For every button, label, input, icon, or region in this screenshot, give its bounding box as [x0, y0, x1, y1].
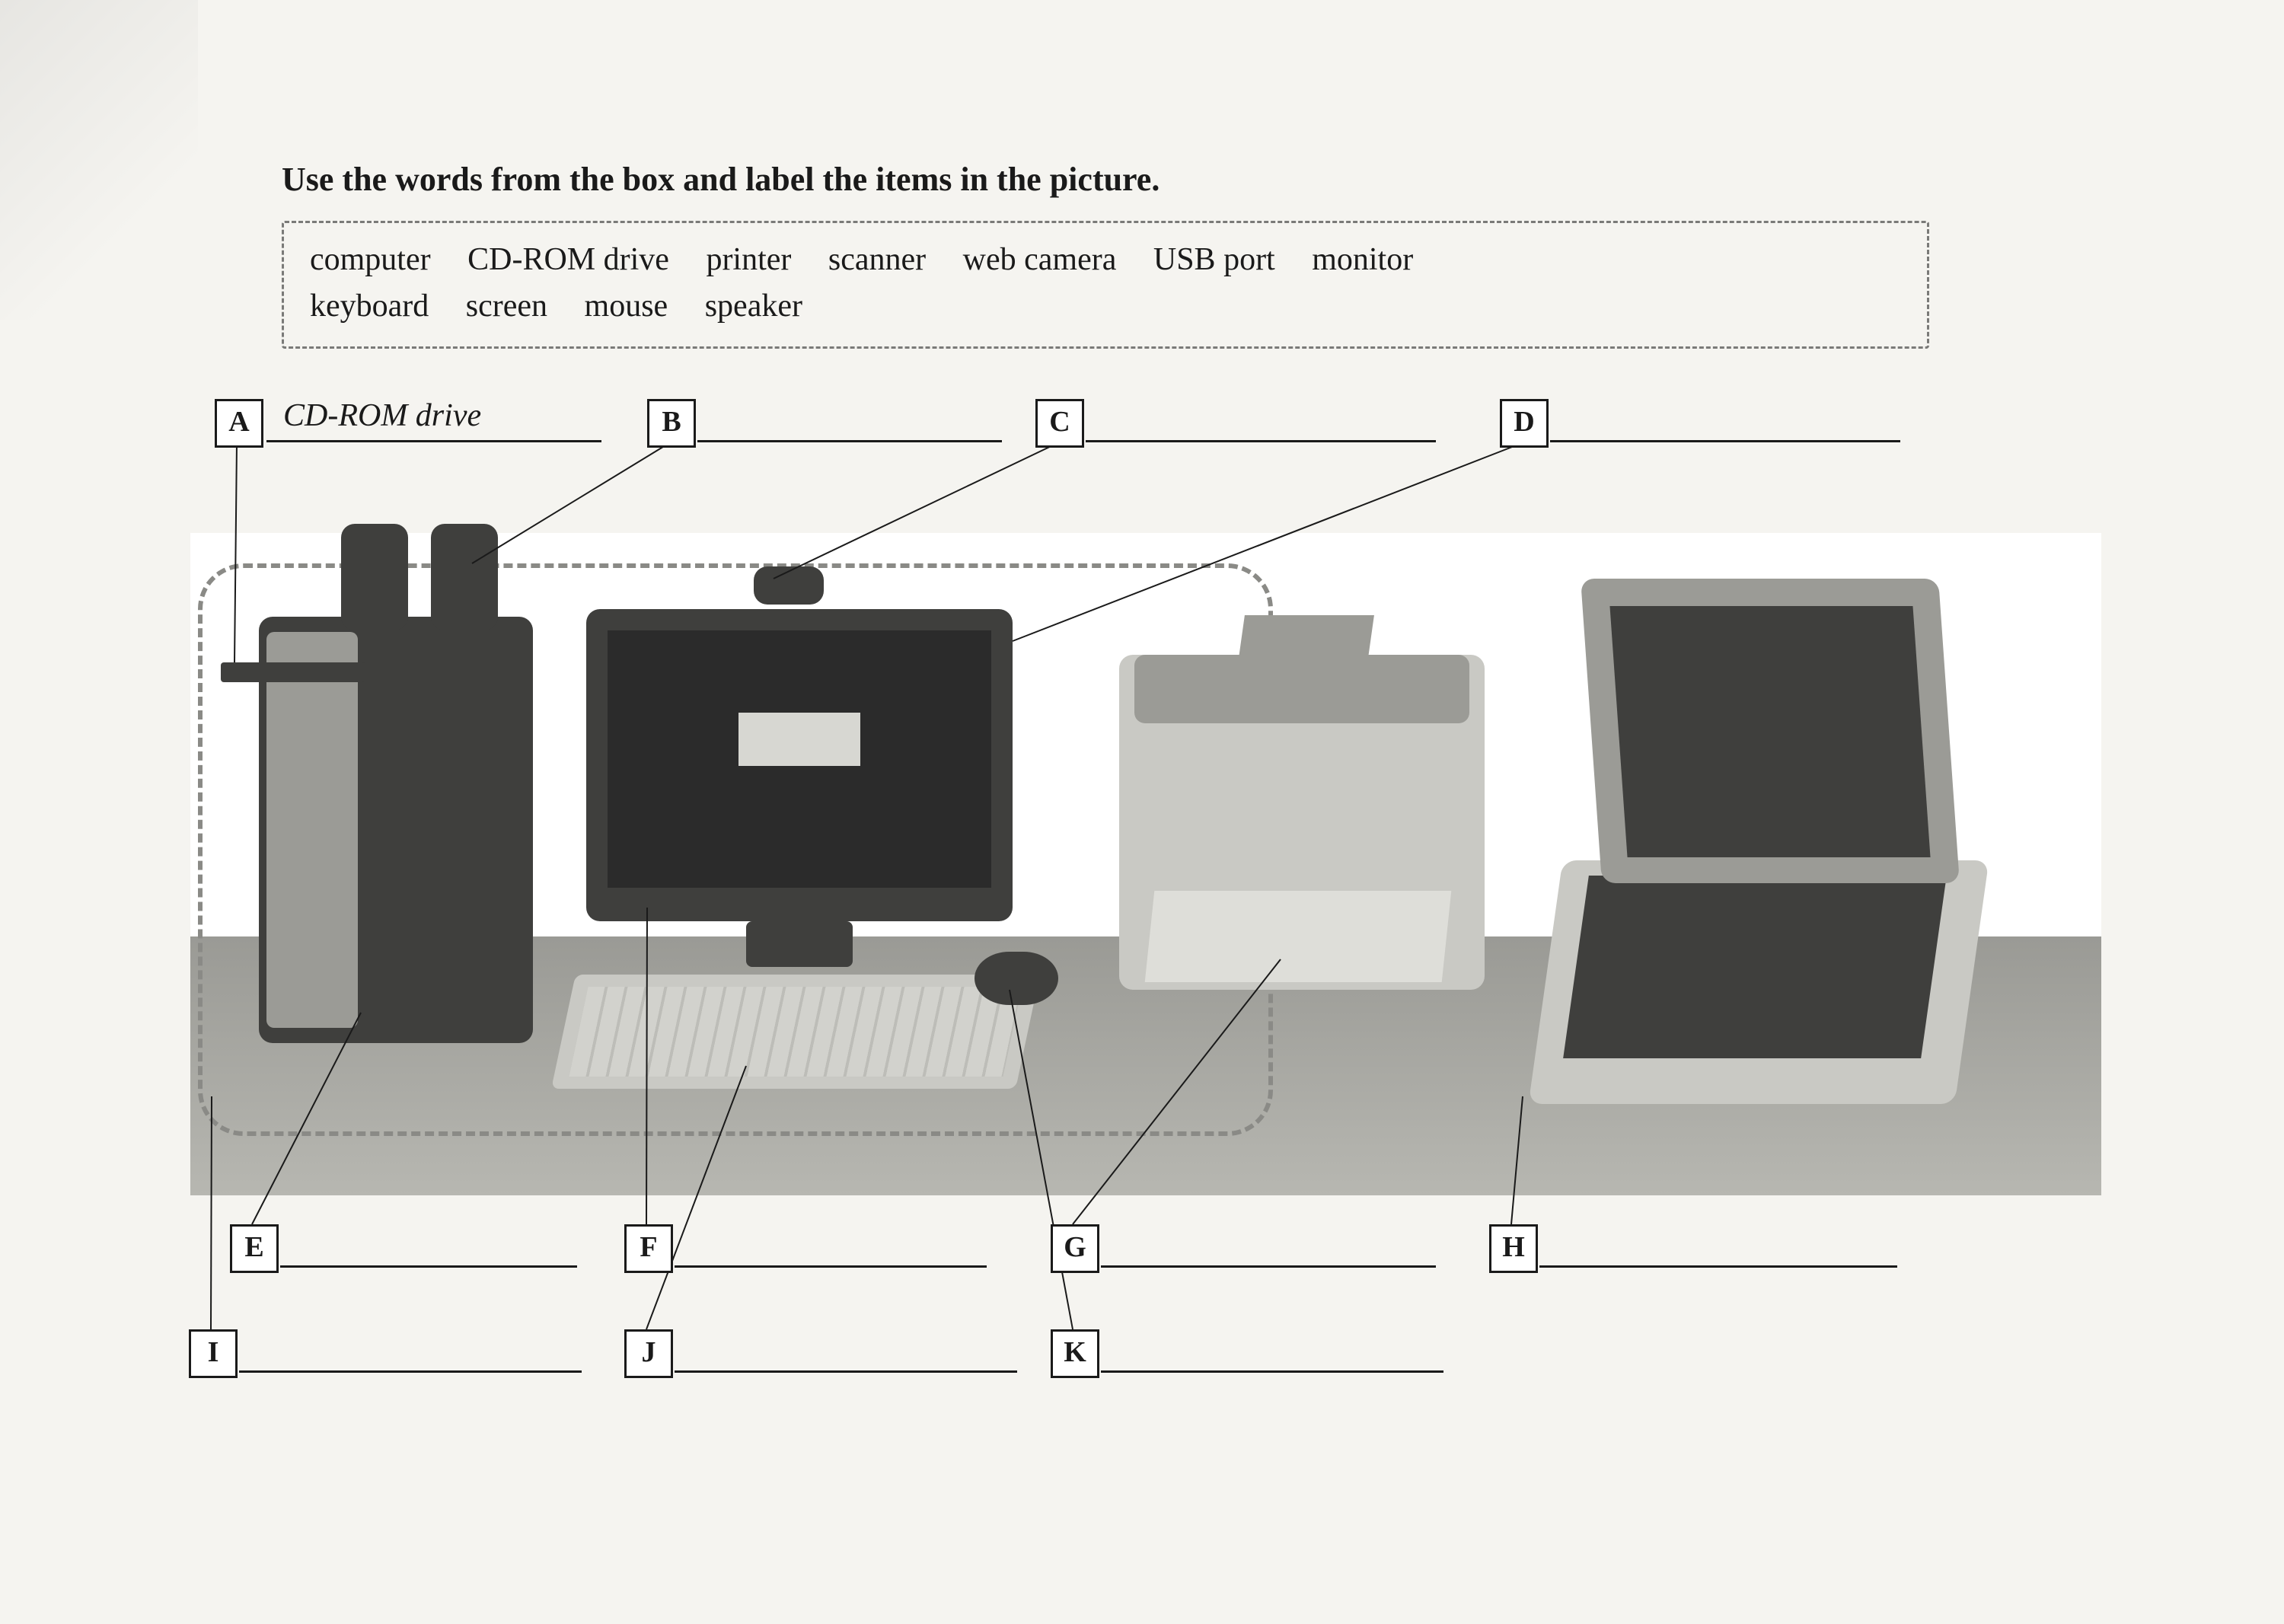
- answer-line-k[interactable]: [1101, 1370, 1443, 1373]
- label-box-k: K: [1051, 1329, 1099, 1378]
- answer-line-g[interactable]: [1101, 1265, 1436, 1268]
- answer-line-h[interactable]: [1539, 1265, 1897, 1268]
- answer-line-e[interactable]: [280, 1265, 577, 1268]
- label-box-g: G: [1051, 1224, 1099, 1273]
- answer-line-f[interactable]: [675, 1265, 987, 1268]
- word-bank-item: speaker: [705, 289, 802, 324]
- monitor-stand: [746, 921, 853, 967]
- label-box-e: E: [230, 1224, 279, 1273]
- screen-dialog-box: [738, 713, 860, 766]
- tower-front-panel: [266, 632, 358, 1028]
- word-bank-item: USB port: [1153, 242, 1275, 277]
- word-bank-item: web camera: [963, 242, 1117, 277]
- word-bank-row-1: computer CD-ROM drive printer scanner we…: [310, 237, 1901, 283]
- answer-line-i[interactable]: [239, 1370, 582, 1373]
- word-bank-item: mouse: [585, 289, 668, 324]
- word-bank-item: screen: [466, 289, 547, 324]
- word-bank-item: CD-ROM drive: [467, 242, 669, 277]
- worksheet-page: Use the words from the box and label the…: [0, 0, 2284, 1624]
- answer-line-b[interactable]: [697, 440, 1002, 442]
- word-bank-item: computer: [310, 242, 431, 277]
- label-box-i: I: [189, 1329, 238, 1378]
- mouse: [975, 952, 1058, 1005]
- answer-line-a[interactable]: [266, 440, 601, 442]
- answer-a-text: CD-ROM drive: [283, 397, 481, 434]
- printer-output-tray: [1145, 891, 1452, 982]
- scanner-glass: [1563, 876, 1947, 1058]
- label-box-h: H: [1489, 1224, 1538, 1273]
- photo-area: [190, 533, 2101, 1195]
- web-camera: [754, 566, 824, 605]
- printer-paper-feed: [1237, 615, 1374, 668]
- word-bank-item: printer: [706, 242, 791, 277]
- answer-line-c[interactable]: [1086, 440, 1436, 442]
- answer-line-j[interactable]: [675, 1370, 1017, 1373]
- speaker-right: [431, 524, 498, 630]
- keyboard-keys: [569, 987, 1022, 1077]
- answer-line-d[interactable]: [1550, 440, 1900, 442]
- scanner-lid-inner: [1609, 606, 1930, 857]
- word-bank-box: computer CD-ROM drive printer scanner we…: [282, 221, 1929, 349]
- label-box-d: D: [1500, 399, 1549, 448]
- word-bank-item: keyboard: [310, 289, 429, 324]
- label-box-c: C: [1035, 399, 1084, 448]
- label-box-a: A: [215, 399, 263, 448]
- instruction-text: Use the words from the box and label the…: [282, 160, 1160, 199]
- word-bank-item: scanner: [828, 242, 926, 277]
- label-box-f: F: [624, 1224, 673, 1273]
- speaker-left: [341, 524, 408, 630]
- word-bank-item: monitor: [1312, 242, 1413, 277]
- label-box-b: B: [647, 399, 696, 448]
- label-box-j: J: [624, 1329, 673, 1378]
- cd-rom-tray: [221, 662, 365, 682]
- word-bank-row-2: keyboard screen mouse speaker: [310, 283, 1901, 330]
